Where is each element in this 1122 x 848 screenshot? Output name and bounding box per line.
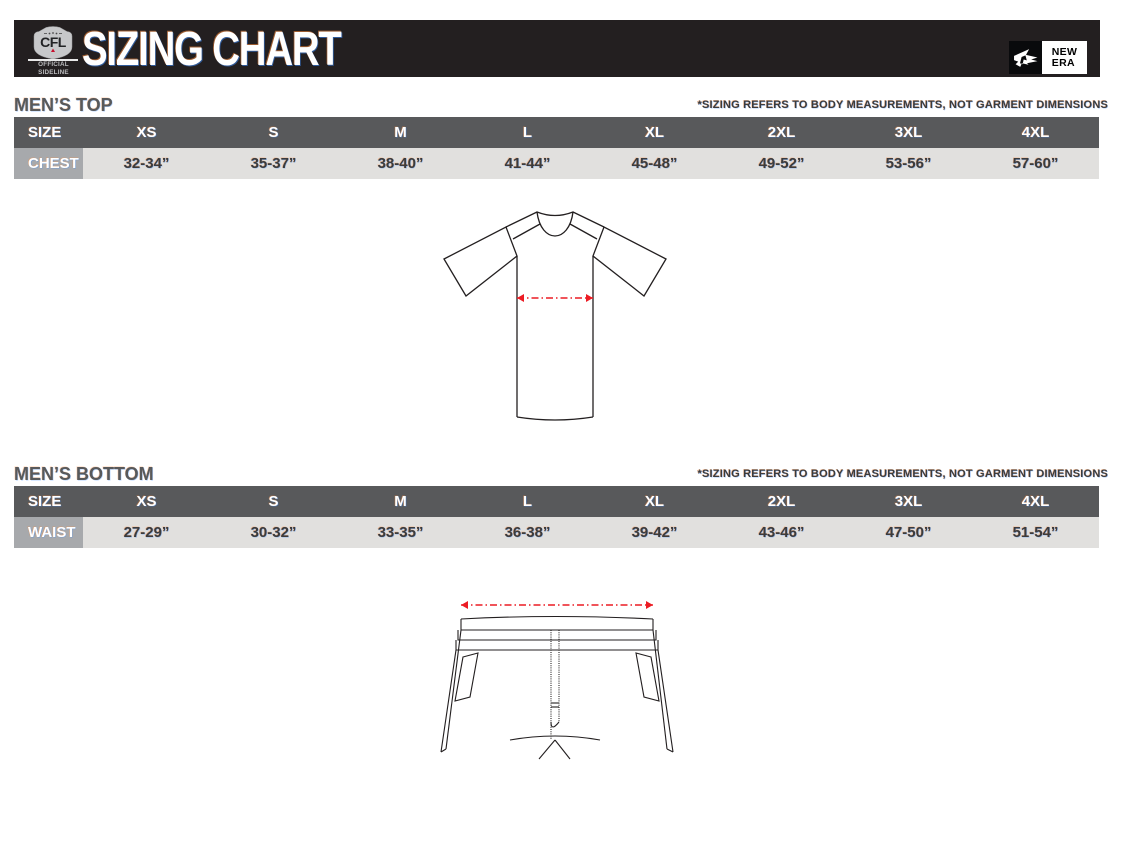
svg-text:CFL: CFL: [40, 34, 67, 50]
